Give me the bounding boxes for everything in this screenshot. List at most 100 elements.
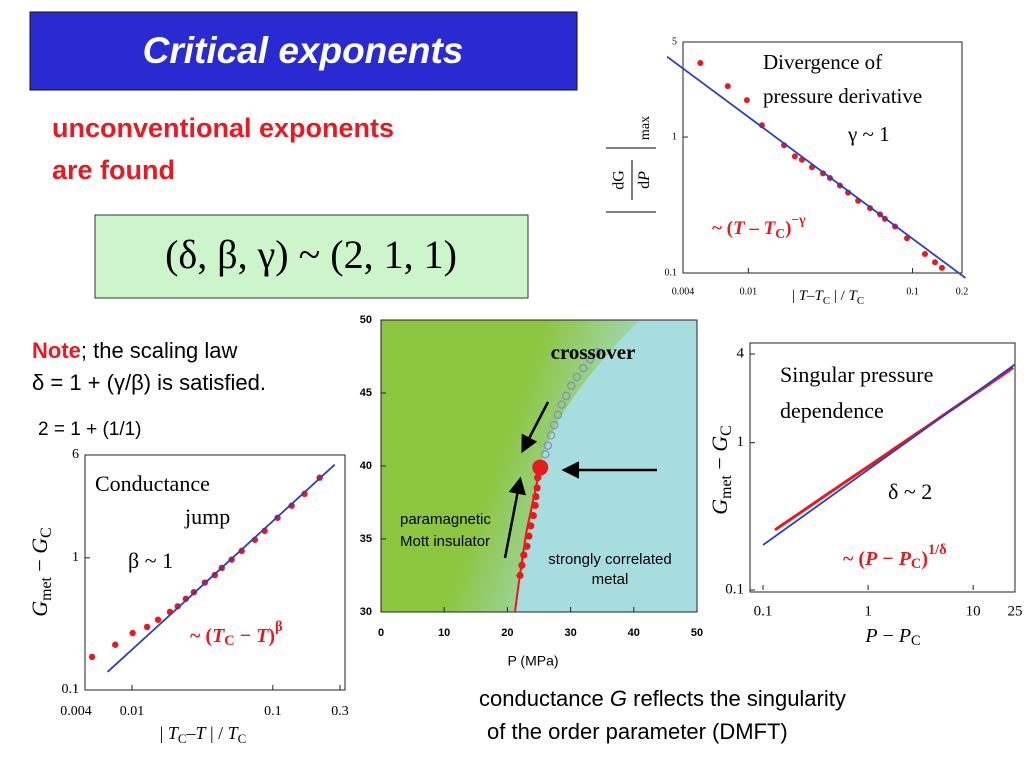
fit-label-part: − bbox=[877, 548, 898, 570]
fit-label-part: ~ ( bbox=[712, 218, 733, 239]
plot-frame bbox=[749, 342, 1016, 593]
annotation: γ ~ 1 bbox=[847, 122, 890, 146]
x-tick-label: 40 bbox=[628, 627, 640, 639]
y-label-num: dG bbox=[611, 170, 628, 190]
plot-frame bbox=[682, 41, 963, 274]
data-point bbox=[518, 561, 526, 569]
fit-label: ~ (P − PC)1/δ bbox=[843, 542, 947, 572]
x-axis-label-part: T bbox=[228, 723, 240, 743]
annotation: paramagnetic bbox=[400, 511, 491, 528]
data-point bbox=[541, 450, 550, 459]
data-point bbox=[546, 431, 556, 440]
y-axis-label: Gmet − GC bbox=[27, 527, 55, 617]
data-point bbox=[174, 603, 181, 610]
annotation: metal bbox=[592, 571, 629, 588]
x-axis-label-part: | / bbox=[830, 288, 848, 304]
x-axis-label-part: P bbox=[898, 625, 911, 647]
x-tick-label: 0.1 bbox=[906, 286, 919, 297]
fit-line bbox=[106, 464, 336, 673]
y-axis-label-part: − bbox=[707, 452, 732, 475]
y-axis-label-part: G bbox=[27, 601, 52, 617]
x-axis-label-part: | / bbox=[206, 723, 228, 743]
fit-label-part: – bbox=[745, 218, 764, 239]
data-point bbox=[697, 60, 704, 67]
annotation: jump bbox=[184, 504, 230, 529]
y-tick-label: 0.1 bbox=[725, 581, 744, 597]
annotation: Mott insulator bbox=[400, 533, 490, 550]
x-tick-label: 50 bbox=[691, 627, 703, 639]
y-label-sub: max bbox=[638, 116, 653, 140]
note-text: ; the scaling law bbox=[81, 338, 238, 363]
data-point bbox=[529, 512, 537, 520]
y-tick-label: 1 bbox=[737, 434, 745, 450]
chart: 0.004 0.01 0.1 0.3 0.1 1 6 Conductance jump β ~ 1… bbox=[27, 447, 349, 746]
fit-label-part: ) bbox=[921, 548, 928, 570]
x-axis-label: | T–TC | / TC bbox=[792, 288, 864, 307]
y-tick-label: 45 bbox=[360, 387, 372, 399]
fit-label-part: ~ ( bbox=[190, 625, 212, 647]
chart: 0.1 1 10 25 0.1 1 4 Singular pressure dependence… bbox=[707, 342, 1023, 649]
y-axis-label-part: G bbox=[27, 538, 52, 554]
footer-part: G bbox=[610, 686, 627, 711]
annotation: Divergence of bbox=[763, 50, 882, 74]
fit-label: ~ (T – TC)−γ bbox=[712, 212, 806, 241]
x-axis-label-part: | bbox=[160, 723, 168, 743]
x-axis-label-part: – bbox=[806, 288, 815, 304]
footer: conductance G reflects the singularity bbox=[479, 686, 846, 711]
data-point bbox=[585, 355, 595, 364]
y-tick-label: 4 bbox=[737, 345, 745, 361]
fit-label-part: C bbox=[911, 556, 921, 572]
y-axis-label-part: − bbox=[27, 554, 52, 577]
footer-line2: of the order parameter (DMFT) bbox=[487, 719, 788, 744]
fit-label-part: P bbox=[864, 548, 878, 570]
y-axis-label-part: G bbox=[707, 499, 732, 515]
y-tick-label: 5 bbox=[672, 36, 677, 47]
fit-label-part: −γ bbox=[791, 212, 806, 227]
data-point bbox=[88, 653, 96, 661]
fit-line bbox=[762, 363, 1016, 546]
annotation: Conductance bbox=[95, 471, 210, 496]
footer-part: conductance bbox=[479, 686, 610, 711]
x-axis-label-part: – bbox=[185, 723, 196, 743]
data-point bbox=[154, 616, 162, 623]
x-tick-label: 1 bbox=[864, 603, 872, 619]
y-label-den-part: d bbox=[636, 181, 653, 189]
annotation: strongly correlated bbox=[548, 551, 671, 568]
x-axis-label-part: T bbox=[168, 723, 180, 743]
data-point bbox=[932, 259, 939, 266]
chart: 0.004 0.01 0.1 0.2 0.1 1 5 Divergence of pressur… bbox=[606, 36, 968, 307]
title-box bbox=[29, 11, 578, 91]
data-point bbox=[743, 97, 750, 104]
data-point bbox=[527, 522, 535, 530]
x-axis-label-part: C bbox=[178, 731, 187, 746]
x-tick-label: 0.1 bbox=[754, 603, 773, 619]
arrows bbox=[503, 401, 657, 559]
x-axis-label-part: C bbox=[238, 731, 247, 746]
data-point bbox=[549, 420, 559, 430]
fit-label-part: T bbox=[256, 625, 269, 647]
x-axis-label-part: T bbox=[799, 288, 809, 304]
data-point bbox=[567, 381, 576, 390]
fit-label-part: 1/δ bbox=[928, 542, 947, 558]
data-point bbox=[561, 391, 571, 401]
data-point bbox=[543, 441, 553, 450]
x-axis-label-part: T bbox=[815, 288, 825, 304]
fit-label: ~ (TC − T)β bbox=[190, 619, 283, 649]
x-axis-label-part: P bbox=[864, 625, 877, 647]
title: Critical exponents bbox=[143, 30, 464, 71]
data-point bbox=[533, 484, 541, 492]
footer-part: reflects the singularity bbox=[627, 686, 846, 711]
x-tick-label: 0.004 bbox=[60, 704, 92, 719]
x-tick-label: 0.2 bbox=[956, 286, 969, 297]
y-tick-label: 0.1 bbox=[62, 682, 80, 697]
subtitle: are found bbox=[52, 155, 175, 185]
x-tick-label: 20 bbox=[501, 627, 513, 639]
subtitle: unconventional exponents bbox=[52, 113, 394, 143]
data-point bbox=[532, 493, 540, 501]
data-point bbox=[592, 347, 602, 357]
exponent-box bbox=[94, 214, 529, 299]
plot-frame bbox=[84, 454, 346, 691]
y-tick-label: 6 bbox=[72, 447, 79, 462]
x-tick-label: 25 bbox=[1008, 603, 1023, 619]
